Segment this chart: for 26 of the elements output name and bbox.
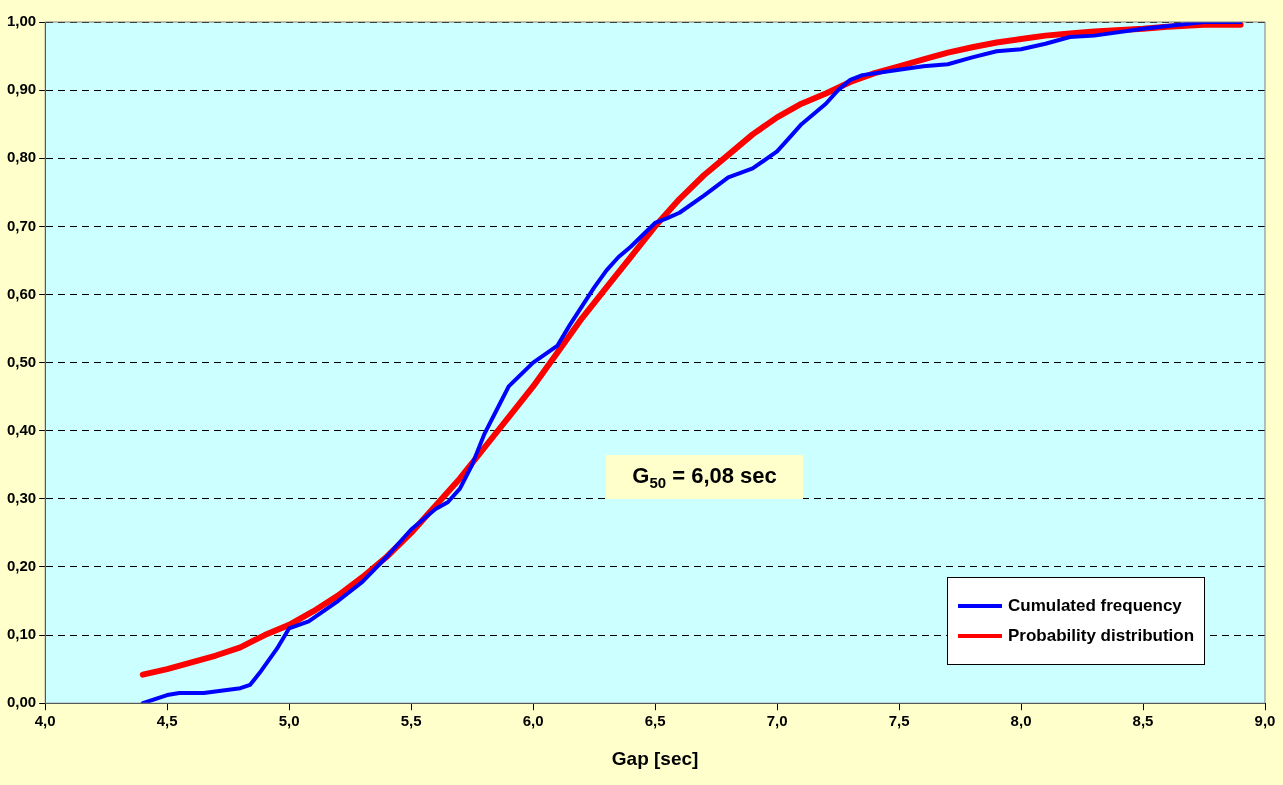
x-tick-label: 8,5 <box>1132 712 1154 730</box>
x-tick-label: 5,0 <box>278 712 300 730</box>
y-tick-label: 0,50 <box>6 352 37 370</box>
annotation: G$_{50}$ = 6,08 sec <box>606 454 803 499</box>
y-tick-label: 0,30 <box>6 488 37 506</box>
x-tick-label: 4,0 <box>34 712 56 730</box>
y-tick-label: 0,60 <box>6 284 37 302</box>
y-tick-label: 0,80 <box>6 148 37 166</box>
x-tick-label: 6,0 <box>522 712 544 730</box>
legend-label: Cumulated frequency <box>1008 596 1182 617</box>
x-tick-label: 7,5 <box>888 712 910 730</box>
x-tick-label: 5,5 <box>400 712 422 730</box>
y-tick-label: 0,90 <box>6 80 37 98</box>
x-tick-label: 9,0 <box>1254 712 1276 730</box>
x-tick-label: 8,0 <box>1010 712 1032 730</box>
y-tick-label: 0,00 <box>6 693 37 711</box>
x-tick-label: 7,0 <box>766 712 788 730</box>
y-tick-label: 0,40 <box>6 420 37 438</box>
y-tick-label: 0,10 <box>6 625 37 643</box>
x-tick-label: 4,5 <box>156 712 178 730</box>
y-tick-label: 0,70 <box>6 216 37 234</box>
y-tick-label: 0,20 <box>6 557 37 575</box>
y-tick-label: 1,00 <box>6 12 37 30</box>
x-axis-title: Gap [sec] <box>611 747 699 769</box>
legend-label: Probability distribution <box>1008 626 1195 647</box>
x-tick-label: 6,5 <box>644 712 666 730</box>
